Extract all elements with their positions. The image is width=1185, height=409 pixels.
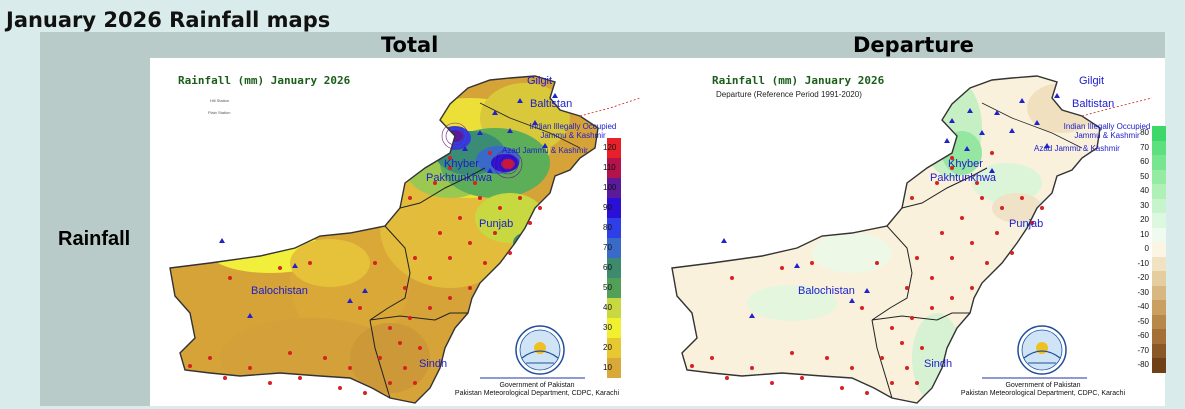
legend-color-swatch: [607, 238, 621, 258]
legend-color-swatch: [1152, 329, 1166, 344]
legend-tick-label: -70: [1137, 345, 1149, 355]
rainfall-maps-table: Total Departure Rainfall: [40, 32, 1166, 406]
legend-color-swatch: [1152, 169, 1166, 184]
region-label-balochistan: Balochistan: [251, 285, 308, 297]
column-title-departure: Departure: [853, 33, 974, 57]
pmd-logo: [515, 325, 565, 375]
legend-tick-label: 20: [1140, 215, 1149, 225]
total-map-title: Rainfall (mm) January 2026: [178, 74, 351, 87]
departure-map-subtitle: Departure (Reference Period 1991-2020): [716, 90, 862, 99]
departure-map-credit-govt: Government of Pakistan: [1005, 382, 1081, 389]
departure-map-title: Rainfall (mm) January 2026: [712, 74, 885, 87]
total-map-graphic: [169, 75, 641, 404]
region-label-pakhtunkhwa: Pakhtunkhwa: [930, 172, 997, 184]
region-label-azad: Azad Jammu & Kashmir: [1034, 144, 1120, 153]
region-label-azad: Azad Jammu & Kashmir: [502, 146, 588, 155]
legend-tick-label: -50: [1137, 316, 1149, 326]
legend-tick-label: -60: [1137, 331, 1149, 341]
region-label-iioj: Indian Illegally Occupied Jammu & Kashmi…: [1063, 122, 1151, 140]
legend-color-swatch: [607, 218, 621, 238]
legend-tick-label: -40: [1137, 302, 1149, 312]
legend-color-swatch: [1152, 140, 1166, 155]
legend-color-swatch: [607, 258, 621, 278]
legend-color-swatch: [1152, 227, 1166, 242]
region-label-pakhtunkhwa: Pakhtunkhwa: [426, 172, 493, 184]
region-label-baltistan: Baltistan: [1072, 98, 1115, 110]
legend-tick-label: -20: [1137, 273, 1149, 283]
legend-color-swatch: [1152, 198, 1166, 213]
region-label-gilgit: Gilgit: [527, 75, 553, 87]
region-label-sindh: Sindh: [419, 358, 448, 370]
legend-color-swatch: [607, 298, 621, 318]
legend-tick-label: 40: [1140, 186, 1149, 196]
region-label-punjab: Punjab: [479, 218, 514, 230]
pmd-logo: [1017, 325, 1067, 375]
legend-color-swatch: [1152, 300, 1166, 315]
legend-color-swatch: [1152, 242, 1166, 257]
region-label-khyber: Khyber: [948, 158, 983, 170]
legend-tick-label: 60: [1140, 157, 1149, 167]
total-map-credit-pmd: Pakistan Meteorological Department, CDPC…: [454, 390, 620, 397]
legend-hill-station: Hill Station: [210, 98, 230, 103]
departure-map-graphic: [671, 75, 1153, 404]
legend-tick-label: 50: [1140, 171, 1149, 181]
legend-color-swatch: [1152, 256, 1166, 271]
legend-color-swatch: [607, 278, 621, 298]
region-label-punjab: Punjab: [1009, 218, 1044, 230]
legend-color-swatch: [1152, 213, 1166, 228]
legend-color-swatch: [607, 318, 621, 338]
legend-color-swatch: [607, 158, 621, 178]
departure-map-credit-pmd: Pakistan Meteorological Department, CDPC…: [960, 390, 1126, 397]
region-label-balochistan: Balochistan: [798, 285, 855, 297]
legend-color-swatch: [607, 138, 621, 158]
region-label-khyber: Khyber: [444, 158, 479, 170]
region-label-baltistan: Baltistan: [530, 98, 573, 110]
legend-color-swatch: [1152, 285, 1166, 300]
legend-plain-station: Plain Station: [208, 110, 231, 115]
legend-color-swatch: [607, 198, 621, 218]
legend-tick-label: 80: [1140, 128, 1149, 138]
legend-color-swatch: [607, 358, 621, 378]
row-label-rainfall: Rainfall: [58, 228, 131, 250]
legend-color-swatch: [1152, 155, 1166, 170]
table-header-row: Total Departure: [40, 32, 1165, 58]
departure-map: Rainfall (mm) January 2026 Departure (Re…: [652, 58, 1166, 406]
row-label-cell: Rainfall: [40, 58, 150, 406]
legend-tick-label: 0: [1144, 244, 1149, 254]
legend-tick-label: 30: [1140, 200, 1149, 210]
region-label-iioj: Indian Illegally Occupied Jammu & Kashmi…: [529, 122, 617, 140]
departure-map-legend: 80 70 60 50 40 30 20 10 0 -10 -20 -30 -40 -50 -60 -70 -8…: [1137, 126, 1168, 374]
region-label-gilgit: Gilgit: [1079, 75, 1105, 87]
legend-color-swatch: [607, 338, 621, 358]
legend-tick-label: 10: [1140, 229, 1149, 239]
legend-color-swatch: [607, 178, 621, 198]
legend-color-swatch: [1152, 126, 1166, 141]
legend-tick-label: -10: [1137, 258, 1149, 268]
column-title-total: Total: [381, 33, 439, 57]
total-map-legend: 120110100908070605040302010: [603, 138, 647, 378]
total-rainfall-map: Rainfall (mm) January 2026 Hill Station …: [150, 58, 644, 406]
legend-tick-label: -30: [1137, 287, 1149, 297]
legend-color-swatch: [1152, 271, 1166, 286]
legend-color-swatch: [1152, 184, 1166, 199]
total-map-credit-govt: Government of Pakistan: [499, 382, 575, 389]
region-label-sindh: Sindh: [924, 358, 953, 370]
legend-color-swatch: [1152, 358, 1166, 373]
legend-tick-label: -80: [1137, 360, 1149, 370]
legend-tick-label: 70: [1140, 142, 1149, 152]
legend-color-swatch: [1152, 343, 1166, 358]
legend-color-swatch: [1152, 314, 1166, 329]
page-title: January 2026 Rainfall maps: [6, 8, 331, 32]
